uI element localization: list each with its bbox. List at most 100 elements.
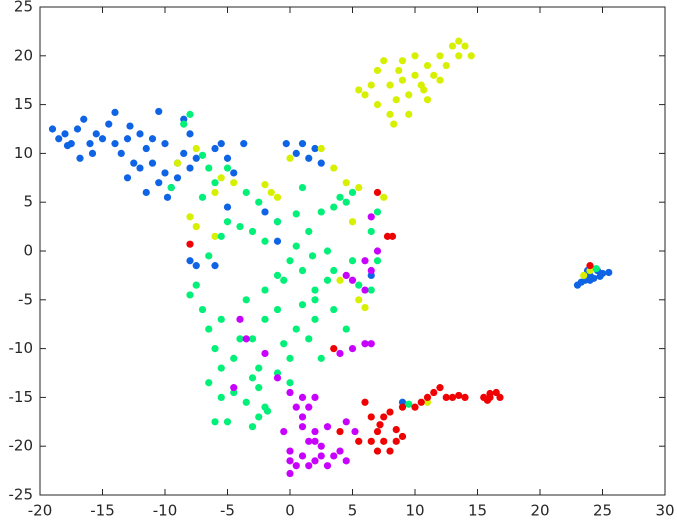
point	[342, 325, 350, 333]
point	[298, 423, 307, 431]
point	[330, 266, 338, 275]
point	[92, 130, 100, 138]
point	[273, 193, 282, 201]
point	[355, 437, 363, 445]
point	[126, 122, 134, 130]
point	[76, 154, 84, 162]
point	[383, 232, 392, 240]
point	[311, 315, 319, 323]
point	[298, 183, 307, 192]
point	[398, 403, 407, 411]
point	[192, 262, 200, 270]
point	[255, 413, 263, 421]
point	[117, 149, 125, 157]
point	[436, 76, 444, 84]
point	[330, 345, 338, 353]
point	[395, 66, 403, 75]
point	[311, 296, 319, 304]
point	[386, 447, 394, 455]
point	[163, 193, 172, 201]
point	[373, 427, 382, 436]
point	[211, 345, 219, 353]
point	[361, 304, 369, 312]
point	[342, 271, 350, 279]
point	[586, 276, 594, 284]
point	[486, 389, 494, 398]
point	[261, 237, 269, 245]
point	[123, 174, 132, 182]
point	[330, 305, 338, 314]
point	[411, 403, 419, 411]
point	[373, 257, 382, 265]
point	[198, 193, 207, 201]
point	[423, 96, 432, 104]
point	[217, 393, 225, 401]
point	[217, 232, 225, 240]
point	[240, 140, 248, 148]
point	[148, 135, 157, 143]
point	[261, 349, 269, 358]
point	[405, 91, 413, 99]
point	[142, 188, 150, 197]
point	[311, 427, 319, 436]
point	[436, 52, 444, 60]
point	[317, 354, 325, 362]
point	[261, 315, 269, 323]
point	[386, 408, 394, 416]
point	[605, 268, 613, 277]
point	[580, 271, 588, 279]
point	[211, 232, 219, 240]
point	[286, 379, 294, 387]
point	[317, 144, 325, 153]
point	[355, 183, 363, 192]
x-tick-label: -5	[220, 502, 235, 520]
y-tick-label: 0	[23, 242, 33, 260]
point	[336, 193, 344, 201]
point	[361, 398, 369, 406]
point	[388, 232, 397, 240]
point	[323, 247, 332, 255]
point	[292, 210, 300, 218]
point	[161, 140, 169, 148]
point	[348, 188, 357, 197]
point	[317, 208, 325, 216]
point	[367, 81, 375, 89]
y-tick-label: 10	[14, 144, 33, 162]
point	[317, 159, 325, 167]
point	[448, 393, 457, 401]
point	[136, 164, 144, 172]
point	[298, 393, 307, 401]
y-tick-label: 25	[14, 0, 33, 16]
point	[286, 257, 294, 265]
point	[367, 286, 375, 294]
point	[305, 335, 313, 343]
point	[223, 154, 232, 162]
point	[73, 125, 82, 133]
point	[317, 442, 325, 450]
point	[455, 391, 463, 400]
point	[367, 266, 375, 275]
point	[373, 247, 382, 255]
point	[230, 179, 238, 187]
point	[398, 57, 407, 65]
point	[596, 272, 604, 280]
point	[398, 432, 407, 441]
y-tick-label: -25	[9, 486, 34, 504]
point	[186, 130, 194, 138]
x-tick-label: -15	[90, 502, 115, 520]
point	[586, 262, 594, 270]
point	[205, 379, 213, 387]
point	[248, 423, 257, 431]
point	[417, 398, 425, 406]
point	[255, 384, 263, 392]
point	[292, 149, 300, 157]
point	[255, 198, 263, 206]
point	[273, 305, 282, 314]
point	[88, 149, 97, 157]
point	[305, 154, 313, 162]
point	[336, 427, 344, 436]
point	[373, 101, 382, 109]
point	[392, 426, 400, 434]
point	[355, 296, 363, 304]
